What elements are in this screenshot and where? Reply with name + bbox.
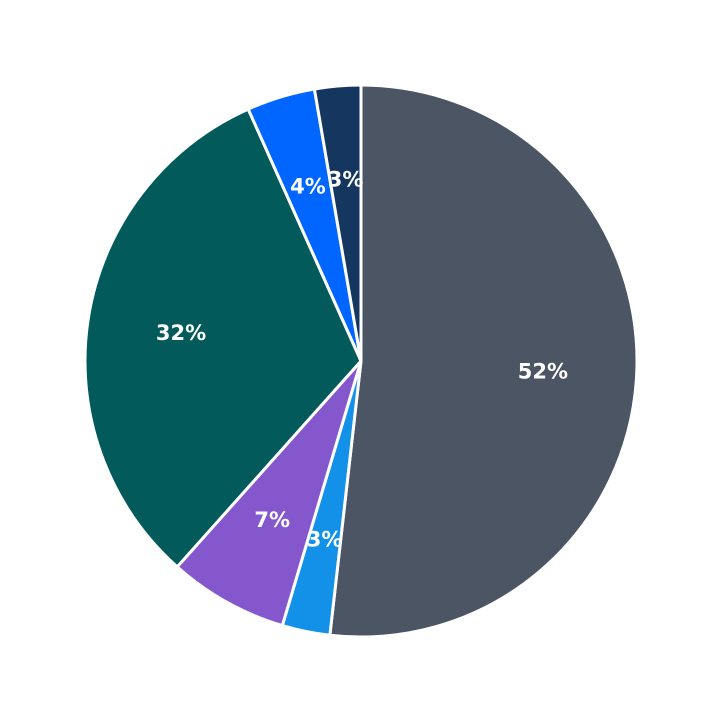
pie-slice: [328, 83, 639, 639]
pie-slice: [83, 107, 363, 569]
slice-percent-label: 3%: [307, 527, 343, 551]
slice-percent-label: 7%: [254, 508, 290, 532]
pie-labels: 52%3%7%32%4% 3%: [156, 167, 568, 551]
slice-percent-label: 32%: [156, 321, 206, 345]
slice-percent-label: 52%: [518, 359, 568, 383]
pie-slice: [312, 83, 363, 363]
slice-percent-label: 4%: [290, 175, 326, 199]
pie-slices: [83, 83, 639, 639]
slice-percent-label: 3%: [328, 167, 364, 191]
pie-slice: [175, 359, 363, 628]
